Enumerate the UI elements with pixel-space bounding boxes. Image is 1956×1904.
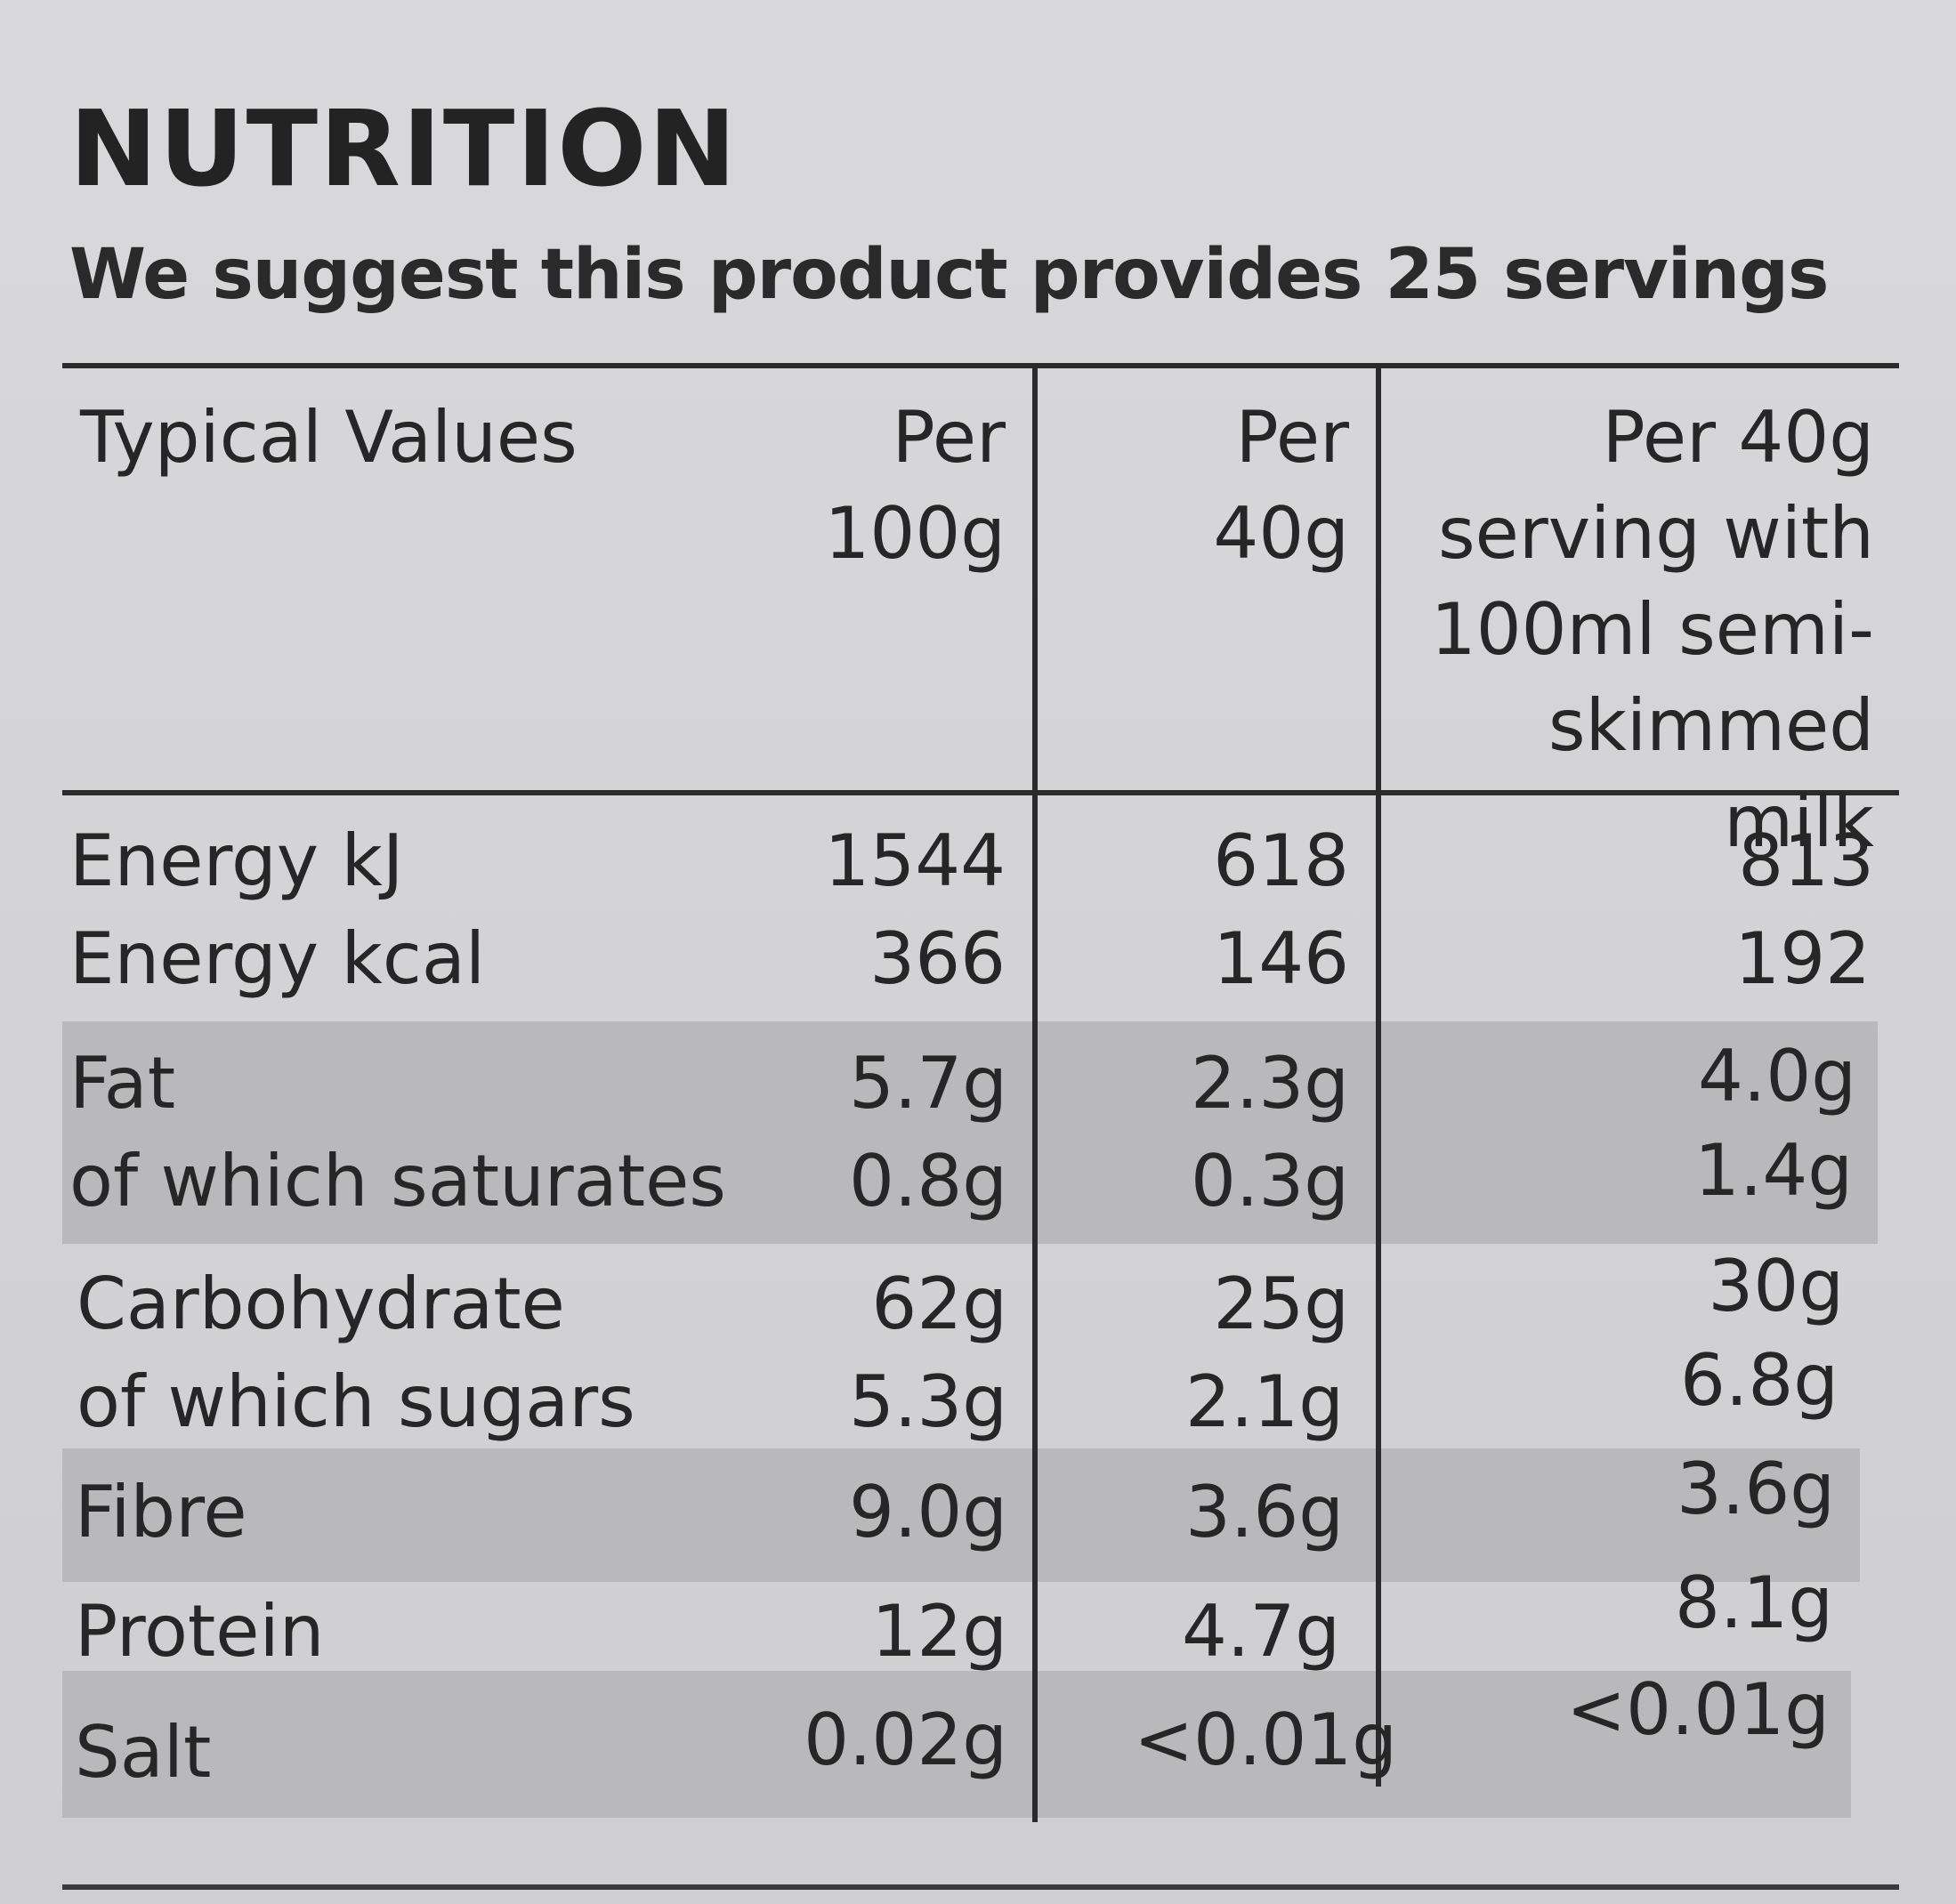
value-with-milk: 4.0g [1697, 1035, 1856, 1117]
column-divider-2 [1376, 363, 1381, 1787]
header-per-40g: Per 40g [1213, 396, 1349, 575]
servings-statement: We suggest this product provides 25 serv… [69, 235, 1829, 315]
value-per-100g: 5.7g [848, 1042, 1007, 1125]
value-per-100g: 366 [869, 917, 1006, 1000]
value-per-100g: 0.8g [848, 1140, 1007, 1222]
value-with-milk: 192 [1734, 917, 1871, 1000]
row-label: of which saturates [69, 1140, 726, 1222]
value-with-milk: 6.8g [1679, 1339, 1839, 1422]
top-rule [62, 363, 1899, 368]
value-per-40g: <0.01g [1134, 1698, 1397, 1781]
value-with-milk: 8.1g [1674, 1561, 1833, 1644]
row-label: of which sugars [77, 1360, 635, 1443]
label-title: NUTRITION [69, 87, 739, 210]
value-with-milk: 1.4g [1693, 1129, 1853, 1212]
value-with-milk: 813 [1738, 819, 1874, 902]
value-per-40g: 25g [1213, 1263, 1349, 1345]
value-per-40g: 3.6g [1184, 1471, 1344, 1553]
value-with-milk: 30g [1708, 1245, 1844, 1327]
value-per-40g: 0.3g [1190, 1140, 1349, 1222]
row-label: Energy kJ [69, 819, 404, 902]
value-with-milk: 3.6g [1676, 1448, 1835, 1530]
band-fibre [62, 1448, 1860, 1582]
value-per-100g: 0.02g [804, 1698, 1007, 1781]
value-per-40g: 618 [1213, 819, 1349, 902]
header-typical-values: Typical Values [80, 396, 578, 479]
value-per-40g: 146 [1213, 917, 1349, 1000]
row-label: Salt [75, 1711, 212, 1794]
column-divider-1 [1032, 363, 1038, 1822]
value-per-100g: 5.3g [848, 1360, 1007, 1443]
row-label: Fibre [75, 1471, 247, 1553]
value-per-100g: 9.0g [848, 1471, 1007, 1553]
header-per-100g: Per 100g [824, 396, 1006, 575]
bottom-rule [62, 1884, 1899, 1890]
band-fat [62, 1021, 1878, 1244]
row-label: Energy kcal [69, 917, 486, 1000]
band-salt [62, 1671, 1851, 1818]
value-per-40g: 4.7g [1181, 1590, 1340, 1673]
value-per-40g: 2.3g [1190, 1042, 1349, 1125]
value-per-40g: 2.1g [1184, 1360, 1344, 1443]
header-per-40g-with-milk: Per 40g serving with 100ml semi- skimmed… [1430, 396, 1874, 863]
nutrition-table: Typical Values Per 100g Per 40g Per 40g … [62, 363, 1899, 1840]
value-with-milk: <0.01g [1566, 1668, 1830, 1751]
row-label: Carbohydrate [77, 1263, 565, 1345]
value-per-100g: 62g [871, 1263, 1007, 1345]
row-label: Protein [75, 1590, 325, 1673]
header-rule [62, 790, 1899, 795]
value-per-100g: 1544 [824, 819, 1006, 902]
row-label: Fat [69, 1042, 176, 1125]
value-per-100g: 12g [871, 1590, 1007, 1673]
